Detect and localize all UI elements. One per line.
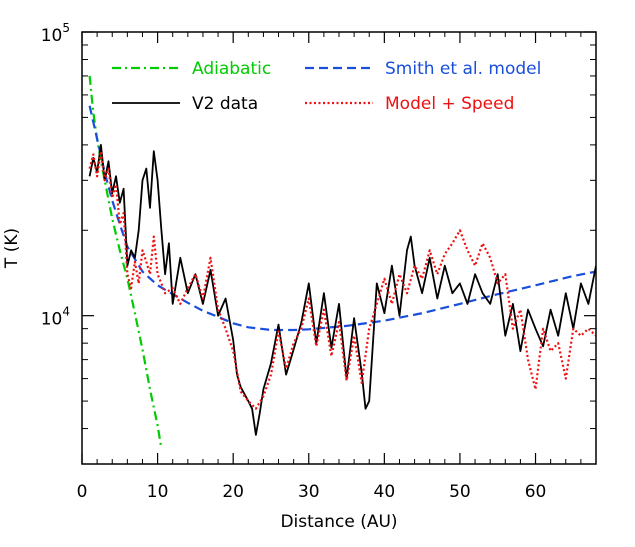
x-tick-label: 30 [298,482,320,502]
x-tick-label: 40 [374,482,396,502]
legend-label-adiabatic: Adiabatic [192,59,271,79]
x-tick-label: 20 [222,482,244,502]
legend-label-v2-data: V2 data [192,94,258,114]
series-line-model-speed [88,150,596,410]
axis-ticks: 0 10 20 30 40 50 60 104 105 [41,21,597,502]
legend-label-model-speed: Model + Speed [385,94,514,114]
x-tick-label: 50 [449,482,471,502]
y-axis-label: T (K) [2,228,22,269]
y-tick-label: 104 [41,305,70,330]
series-layer [88,75,596,449]
x-tick-label: 10 [147,482,169,502]
plot-frame [81,31,597,465]
series-line-adiabatic [88,75,163,449]
legend-label-smith-et-al-model: Smith et al. model [385,59,541,79]
x-axis-label: Distance (AU) [280,512,397,532]
x-tick-label: 0 [77,482,88,502]
x-tick-label: 60 [525,482,547,502]
legend: Adiabatic Smith et al. model V2 data Model … [112,59,541,114]
series-line-smith-et-al-model [88,105,596,332]
y-tick-label: 105 [41,21,70,46]
